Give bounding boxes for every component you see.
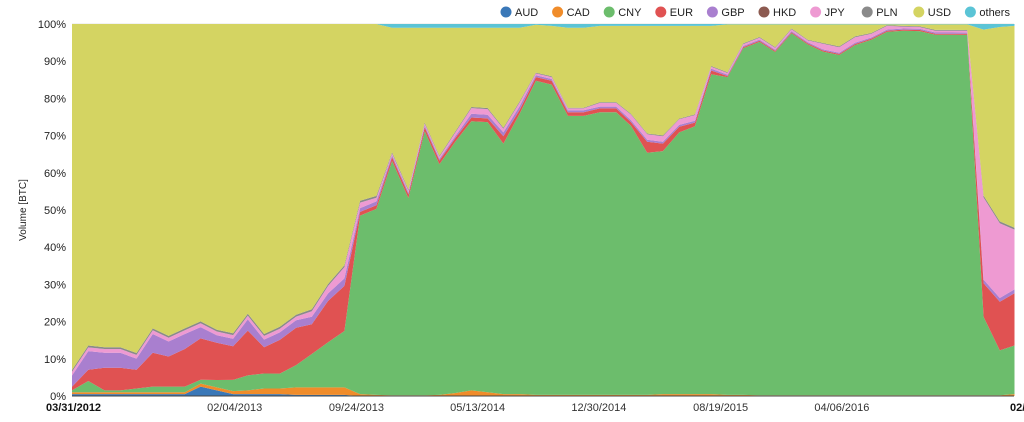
x-tick-label: 09/24/2013 (329, 402, 384, 414)
legend-swatch (964, 6, 976, 18)
legend-item-gbp[interactable]: GBP (706, 6, 745, 20)
x-tick-label: 12/30/2014 (571, 402, 626, 414)
x-tick-label: 02/04/2013 (207, 402, 262, 414)
legend-label: others (979, 7, 1010, 19)
area-cny (72, 30, 1015, 396)
x-tick-label: 03/31/2012 (46, 402, 101, 414)
legend-swatch (552, 6, 564, 18)
legend-item-others[interactable]: others (964, 6, 1011, 20)
y-tick-label: 40% (44, 242, 66, 254)
y-tick-label: 0% (50, 391, 66, 403)
y-tick-label: 20% (44, 317, 66, 329)
area-cad (72, 383, 1015, 396)
x-tick-label: 02/28/2 (1010, 402, 1024, 414)
y-axis-label: Volume [BTC] (18, 179, 29, 241)
area-aud (72, 386, 1015, 396)
legend-item-pln[interactable]: PLN (861, 6, 898, 20)
legend-swatch (758, 6, 770, 18)
legend-label: USD (928, 7, 951, 19)
y-tick-label: 70% (44, 131, 66, 143)
x-tick-label: 05/13/2014 (450, 402, 505, 414)
legend-label: HKD (773, 7, 796, 19)
legend-label: PLN (876, 7, 897, 19)
legend-label: JPY (825, 7, 846, 19)
y-tick-label: 50% (44, 205, 66, 217)
legend-swatch (655, 6, 667, 18)
y-tick-label: 90% (44, 56, 66, 68)
area-gbp (72, 28, 1015, 387)
area-others (72, 24, 1015, 30)
legend-label: EUR (670, 7, 693, 19)
legend-label: CAD (567, 7, 590, 19)
legend-swatch (603, 6, 615, 18)
legend[interactable]: AUD CAD CNY EUR GBP HKD JPY PLN USD others (500, 6, 1011, 20)
legend-item-hkd[interactable]: HKD (758, 6, 797, 20)
legend-swatch (706, 6, 718, 18)
y-tick-label: 80% (44, 93, 66, 105)
legend-item-usd[interactable]: USD (913, 6, 951, 20)
legend-swatch (861, 6, 873, 18)
y-tick-label: 60% (44, 168, 66, 180)
legend-item-aud[interactable]: AUD (500, 6, 539, 20)
legend-item-cny[interactable]: CNY (603, 6, 642, 20)
legend-swatch (810, 6, 822, 18)
legend-item-jpy[interactable]: JPY (810, 6, 846, 20)
axes: 0% 10% 20% 30% 40% 50% 60% 70% 80% 90% 100% 03/31/2… (38, 19, 1024, 414)
legend-swatch (500, 6, 512, 18)
y-tick-label: 100% (38, 19, 66, 31)
y-tick-label: 30% (44, 279, 66, 291)
plot-area (72, 24, 1015, 396)
area-usd (72, 24, 1015, 370)
x-tick-label: 08/19/2015 (693, 402, 748, 414)
legend-item-eur[interactable]: EUR (655, 6, 693, 20)
legend-label: CNY (618, 7, 642, 19)
legend-swatch (913, 6, 925, 18)
legend-label: GBP (721, 7, 744, 19)
legend-item-cad[interactable]: CAD (552, 6, 590, 20)
y-tick-label: 10% (44, 354, 66, 366)
x-tick-label: 04/06/2016 (814, 402, 869, 414)
legend-label: AUD (515, 7, 538, 19)
